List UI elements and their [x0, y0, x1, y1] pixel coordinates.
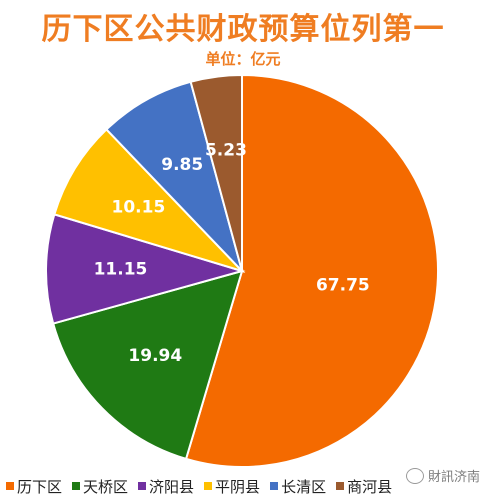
- legend-item-shanghe: 商河县: [336, 476, 392, 497]
- data-label-changqing: 9.85: [161, 155, 203, 175]
- data-label-lixia: 67.75: [316, 276, 370, 296]
- legend-item-changqing: 长清区: [270, 476, 326, 497]
- legend-label-lixia: 历下区: [17, 477, 63, 496]
- legend-label-jiyang: 济阳县: [149, 477, 195, 496]
- legend-item-tianqiao: 天桥区: [72, 476, 128, 497]
- legend-label-pingyin: 平阴县: [215, 477, 261, 496]
- pie-slice-pingyin: [53, 128, 246, 274]
- legend-item-pingyin: 平阴县: [204, 476, 260, 497]
- pie-slice-jiyang: [45, 213, 246, 325]
- legend-swatch-jiyang: [138, 482, 147, 490]
- data-label-tianqiao: 19.94: [128, 346, 182, 366]
- legend-label-changqing: 长清区: [281, 477, 327, 496]
- legend-item-lixia: 历下区: [6, 476, 62, 497]
- legend-swatch-pingyin: [204, 482, 213, 490]
- pie-chart: 67.75 19.94 11.15 10.15 9.855.23: [45, 73, 439, 468]
- legend-swatch-tianqiao: [72, 482, 81, 490]
- legend-label-tianqiao: 天桥区: [83, 477, 129, 496]
- watermark: 財訊济南: [405, 466, 480, 485]
- chart-subtitle: 单位：亿元: [205, 50, 281, 68]
- legend-swatch-shanghe: [336, 482, 345, 490]
- data-label-pingyin: 10.15: [112, 197, 166, 217]
- pie-slice-shanghe: [189, 73, 243, 272]
- data-label-jiyang: 11.15: [94, 260, 148, 280]
- legend-label-shanghe: 商河县: [347, 477, 393, 496]
- legend-swatch-changqing: [270, 482, 279, 490]
- data-label-shanghe: 5.23: [205, 141, 247, 161]
- watermark-text: 財訊济南: [427, 470, 480, 485]
- pie-slice-lixia: [184, 73, 439, 468]
- chart-title: 历下区公共财政预算位列第一: [41, 12, 445, 47]
- legend-swatch-lixia: [6, 482, 14, 490]
- wechat-icon: [405, 467, 424, 484]
- pie-slice-changqing: [105, 80, 243, 272]
- pie-slice-tianqiao: [51, 269, 244, 461]
- chart-legend: 历下区 天桥区 济阳县 平阴县 长清区 商河县: [6, 474, 486, 498]
- legend-item-jiyang: 济阳县: [138, 476, 194, 497]
